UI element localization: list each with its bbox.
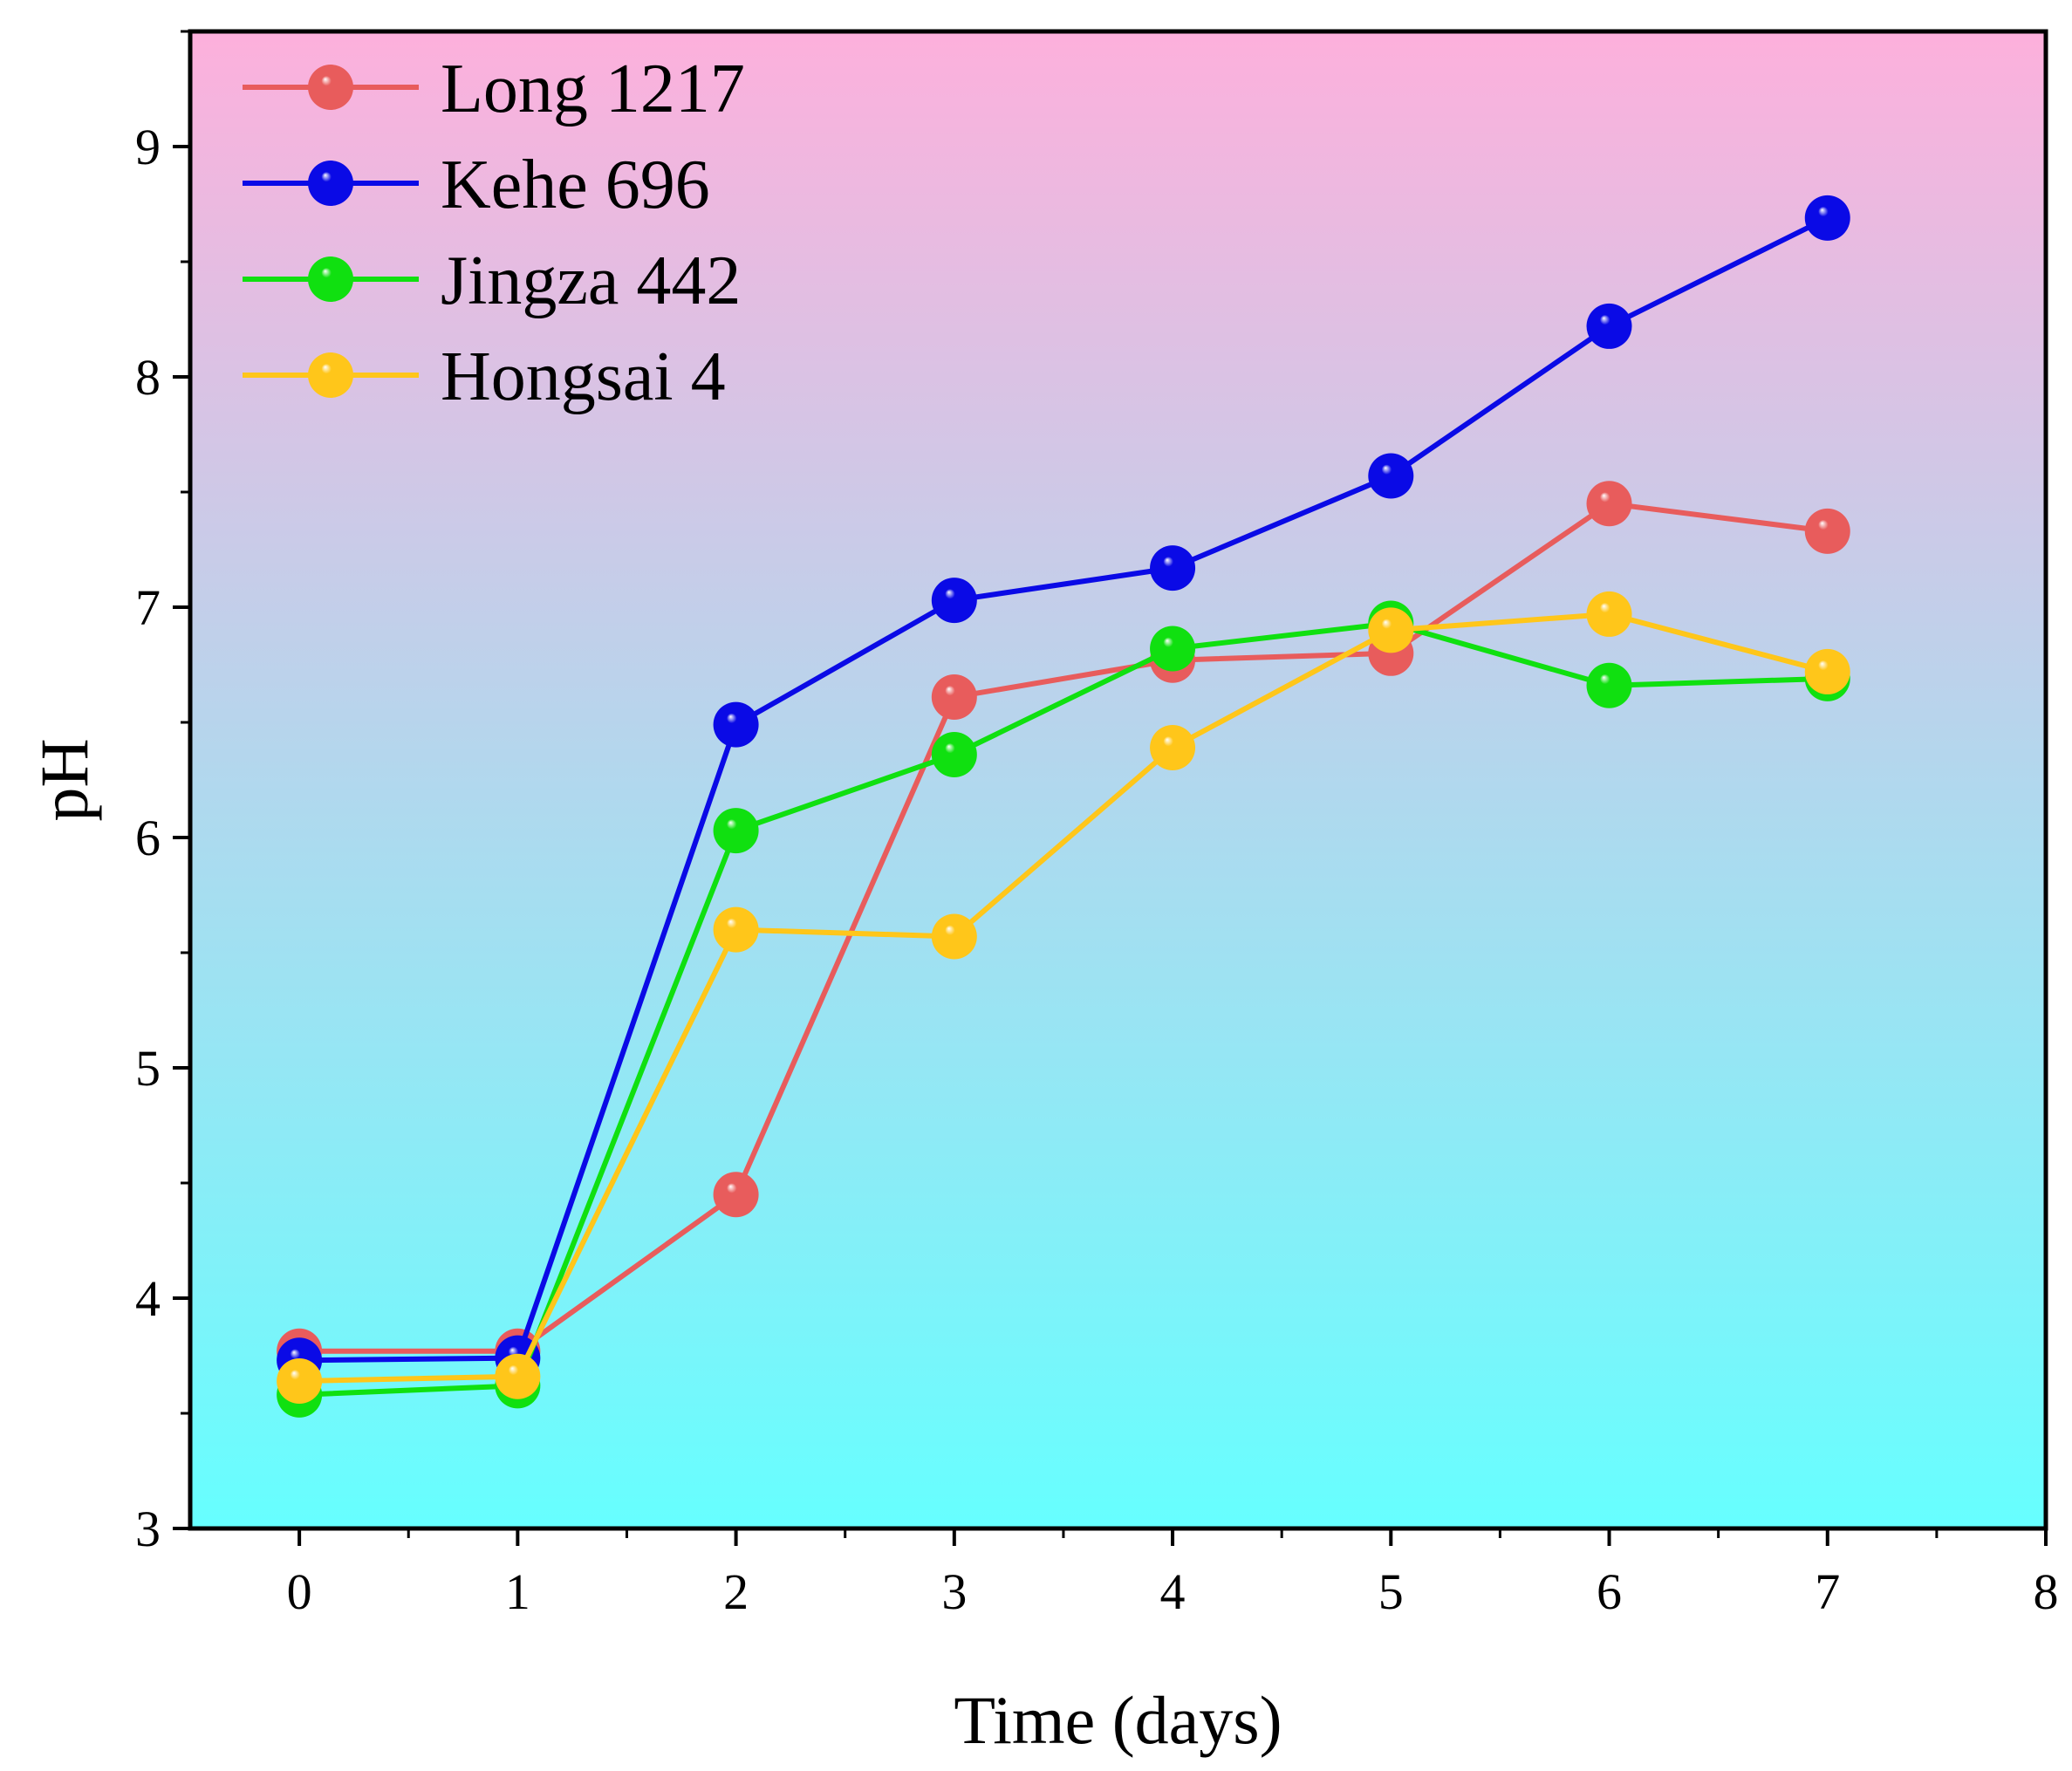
plot-area-background [190, 31, 2046, 1528]
series-line-long-1217 [299, 501, 1829, 1354]
data-point-hongsai-4 [931, 913, 977, 960]
data-point-kehe-696 [1586, 303, 1632, 349]
data-point-kehe-696 [1150, 545, 1196, 591]
data-point-kehe-696 [1368, 453, 1414, 499]
legend-label: Long 1217 [441, 51, 745, 127]
legend-marker [308, 352, 353, 398]
data-point-hongsai-4 [1150, 725, 1196, 771]
data-point-jingza-442 [931, 731, 977, 777]
y-tick-label: 5 [135, 1040, 161, 1097]
data-point-jingza-442 [1150, 626, 1196, 672]
data-point-kehe-696 [1804, 195, 1850, 241]
series-line-kehe-696 [299, 215, 1829, 1364]
y-tick-label: 7 [135, 579, 161, 636]
x-axis-title: Time (days) [954, 1682, 1282, 1758]
series-layer [277, 195, 1850, 1418]
y-tick-label: 6 [135, 810, 161, 866]
legend: Long 1217 Kehe 696 Jingza 442 Hongsai 4 [243, 51, 745, 415]
x-tick-label: 1 [505, 1563, 530, 1620]
axes-layer: 0 1 2 3 4 5 6 7 8 3 4 5 6 7 8 9 [135, 30, 2059, 1620]
data-point-long-1217 [713, 1172, 759, 1218]
legend-item-jingza-442: Jingza 442 [243, 243, 741, 319]
legend-label: Jingza 442 [441, 243, 741, 319]
legend-item-kehe-696: Kehe 696 [243, 147, 710, 223]
data-point-long-1217 [1804, 508, 1850, 554]
series-kehe-696 [277, 195, 1850, 1384]
y-tick-label: 9 [135, 119, 161, 175]
legend-label: Kehe 696 [441, 147, 710, 223]
x-tick-label: 3 [941, 1563, 967, 1620]
legend-item-long-1217: Long 1217 [243, 51, 745, 127]
legend-item-hongsai-4: Hongsai 4 [243, 338, 726, 415]
y-tick-label: 3 [135, 1501, 161, 1557]
x-tick-label: 5 [1378, 1563, 1404, 1620]
legend-marker [308, 161, 353, 206]
legend-label: Hongsai 4 [441, 338, 726, 415]
data-point-hongsai-4 [277, 1358, 323, 1405]
data-point-hongsai-4 [713, 906, 759, 953]
x-tick-label: 2 [723, 1563, 749, 1620]
x-tick-label: 6 [1597, 1563, 1622, 1620]
plot-area-frame [188, 29, 2048, 1531]
data-point-hongsai-4 [1586, 591, 1632, 637]
data-point-hongsai-4 [1368, 607, 1414, 653]
x-tick-label: 0 [287, 1563, 312, 1620]
y-tick-label: 4 [135, 1270, 161, 1327]
series-line-jingza-442 [298, 620, 1828, 1398]
data-point-kehe-696 [713, 701, 759, 748]
data-point-jingza-442 [713, 808, 759, 854]
series-line-hongsai-4 [299, 611, 1829, 1385]
y-axis-title: pH [26, 738, 102, 821]
data-point-jingza-442 [1586, 662, 1632, 708]
data-point-long-1217 [931, 674, 977, 720]
x-tick-label: 8 [2034, 1563, 2059, 1620]
y-tick-label: 8 [135, 349, 161, 406]
x-tick-label: 7 [1815, 1563, 1840, 1620]
data-point-long-1217 [1586, 481, 1632, 527]
legend-marker [308, 256, 353, 302]
data-point-kehe-696 [931, 578, 977, 624]
data-point-hongsai-4 [495, 1353, 541, 1399]
data-point-hongsai-4 [1804, 648, 1850, 694]
x-tick-label: 4 [1160, 1563, 1186, 1620]
series-hongsai-4 [277, 591, 1850, 1405]
legend-marker [308, 65, 353, 110]
